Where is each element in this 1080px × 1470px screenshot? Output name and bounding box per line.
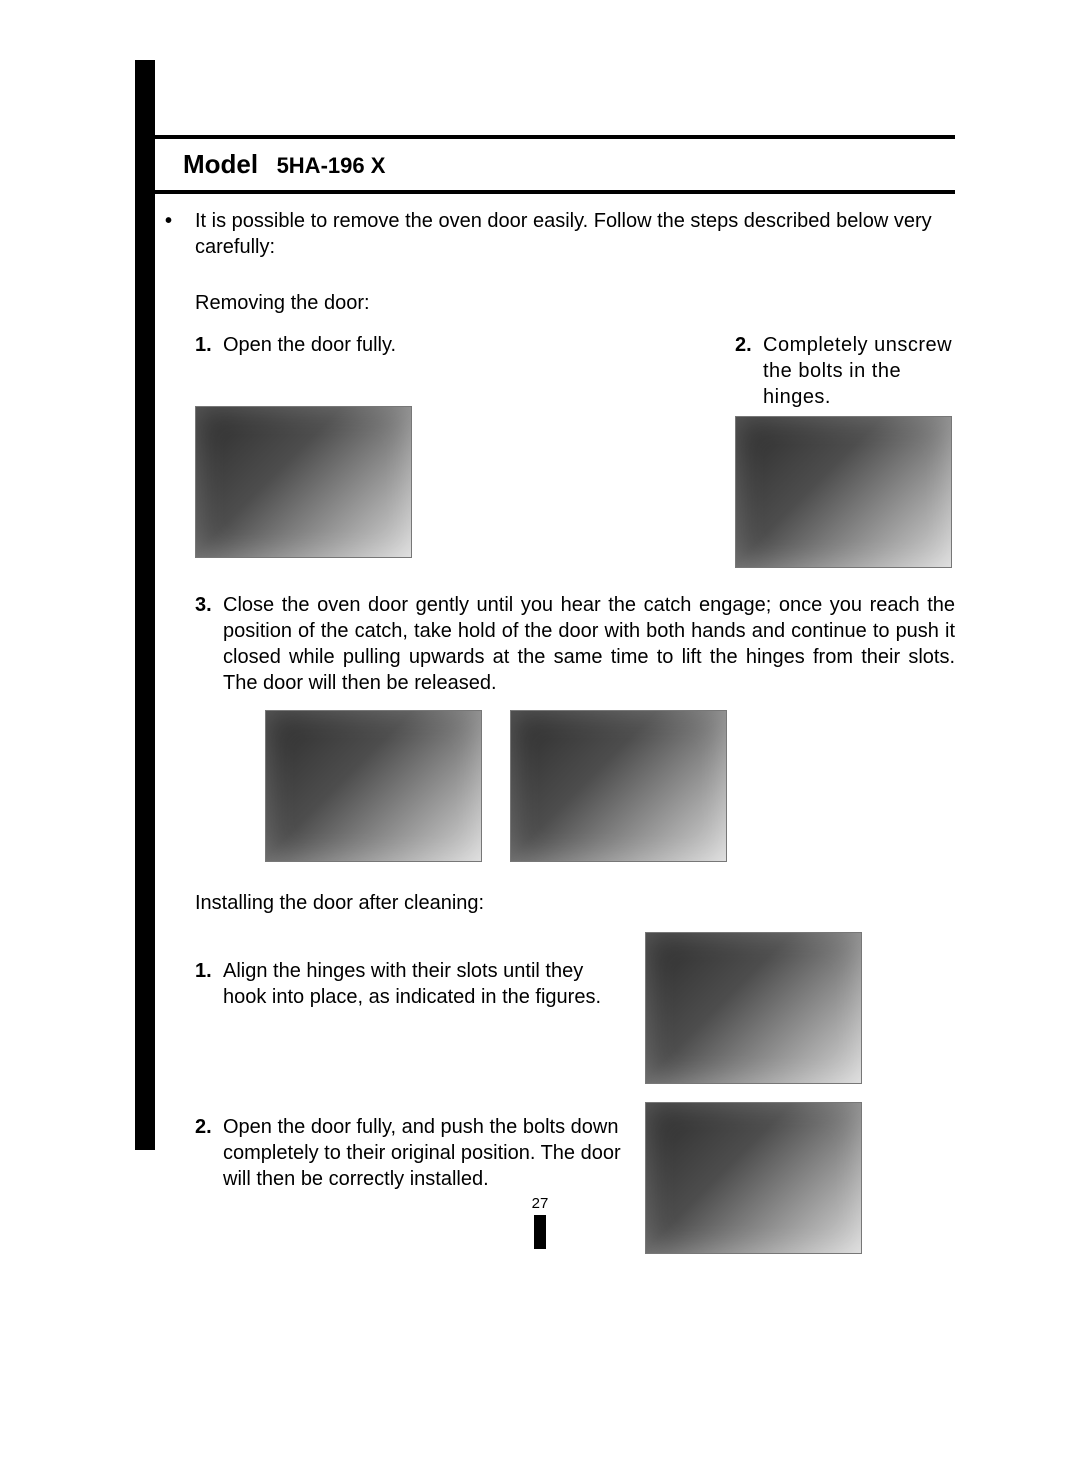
installing-title: Installing the door after cleaning: — [195, 890, 955, 916]
step-2-text: Completely unscrew the bolts in the hing… — [763, 332, 955, 410]
step-2: 2. Completely unscrew the bolts in the h… — [735, 332, 955, 568]
model-number: 5HA-196 X — [277, 153, 386, 178]
install-step-1-row: 1. Align the hinges with their slots unt… — [195, 958, 955, 1084]
unscrew-bolts-image — [735, 416, 952, 568]
step-1-num: 1. — [195, 332, 223, 358]
removing-title: Removing the door: — [195, 290, 955, 316]
page-number: 27 — [0, 1195, 1080, 1212]
page-content: • It is possible to remove the oven door… — [165, 200, 955, 1254]
close-door-image-a — [265, 710, 482, 862]
align-hinges-image — [645, 932, 862, 1084]
install-step-2-row: 2. Open the door fully, and push the bol… — [195, 1114, 955, 1254]
step-1-text: Open the door fully. — [223, 332, 585, 358]
removing-steps-1-2: 1. Open the door fully. 2. Completely un… — [195, 332, 955, 568]
install-2-num: 2. — [195, 1114, 223, 1192]
oven-door-open-image — [195, 406, 412, 558]
push-bolts-image — [645, 1102, 862, 1254]
step-3-num: 3. — [195, 592, 223, 696]
step-3-images — [265, 710, 955, 862]
step-3-text: Close the oven door gently until you hea… — [223, 592, 955, 696]
step-3: 3. Close the oven door gently until you … — [195, 592, 955, 696]
model-header: Model 5HA-196 X — [135, 135, 955, 194]
install-1-num: 1. — [195, 958, 223, 1010]
model-label: Model — [183, 149, 258, 179]
left-margin-bar — [135, 60, 155, 1150]
install-1-text: Align the hinges with their slots until … — [223, 958, 625, 1010]
step-1: 1. Open the door fully. — [195, 332, 585, 568]
close-door-image-b — [510, 710, 727, 862]
intro-bullet: • It is possible to remove the oven door… — [165, 208, 955, 260]
intro-text: It is possible to remove the oven door e… — [195, 208, 955, 260]
bullet-dot: • — [165, 208, 195, 260]
footer-mark — [534, 1215, 546, 1249]
manual-page: Model 5HA-196 X • It is possible to remo… — [0, 0, 1080, 1470]
step-2-num: 2. — [735, 332, 763, 410]
install-2-text: Open the door fully, and push the bolts … — [223, 1114, 625, 1192]
